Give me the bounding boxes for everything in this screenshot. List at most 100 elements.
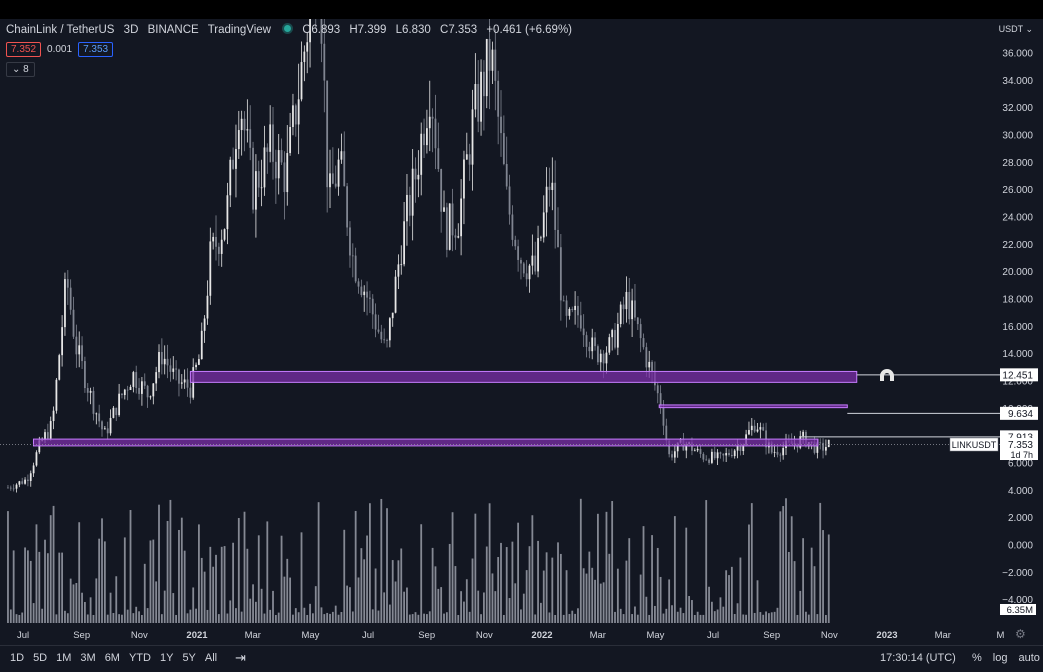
volume-bar <box>286 558 289 623</box>
volume-bar <box>728 575 730 623</box>
range-5y[interactable]: 5Y <box>182 652 196 664</box>
candle-body <box>103 428 106 430</box>
volume-bar <box>300 532 303 623</box>
range-1m[interactable]: 1M <box>56 652 72 664</box>
candle-body <box>708 459 710 463</box>
candle-body <box>505 163 508 187</box>
candle-body <box>58 355 61 380</box>
scale-option-auto[interactable]: auto <box>1018 652 1040 664</box>
gear-icon[interactable]: ⚙ <box>1015 627 1026 641</box>
volume-bar <box>123 537 126 623</box>
candle-body <box>728 453 730 455</box>
candle-body <box>132 372 135 387</box>
symbol-legend: ChainLink / TetherUS 3D BINANCE TradingV… <box>6 24 578 36</box>
range-selector: 1D 5D 1M 3M 6M YTD 1Y 5Y All <box>10 652 226 664</box>
range-1d[interactable]: 1D <box>10 652 25 664</box>
clock-display[interactable]: 17:30:14 (UTC) <box>880 652 956 664</box>
volume-bar <box>89 597 92 623</box>
candle-body <box>84 361 86 389</box>
range-6m[interactable]: 6M <box>104 652 120 664</box>
volume-bar <box>289 577 292 623</box>
candle-body <box>35 452 38 466</box>
candle-body <box>155 372 158 384</box>
buy-button[interactable]: 7.353 <box>78 42 114 57</box>
candle-body <box>816 442 819 453</box>
candle-body <box>369 297 371 299</box>
volume-bar <box>41 608 44 623</box>
candle-body <box>152 383 155 397</box>
volume-bar <box>827 534 830 623</box>
support-zone[interactable] <box>32 438 819 447</box>
volume-bar <box>750 503 753 623</box>
candle-body <box>571 308 574 311</box>
support-zone[interactable] <box>658 404 848 409</box>
volume-bar <box>66 613 69 623</box>
sell-button[interactable]: 7.352 <box>6 42 42 57</box>
volume-bar <box>274 614 277 623</box>
range-5d[interactable]: 5D <box>33 652 48 664</box>
candle-body <box>118 393 121 416</box>
volume-bar <box>813 566 816 623</box>
volume-bar <box>217 614 220 623</box>
range-1y[interactable]: 1Y <box>159 652 174 664</box>
candle-body <box>730 454 733 457</box>
indicators-toggle[interactable]: ⌄ 8 <box>6 62 35 77</box>
symbol-name[interactable]: ChainLink / TetherUS <box>6 24 115 36</box>
y-tick-label: 20.000 <box>1002 267 1033 278</box>
volume-bar <box>463 601 465 623</box>
candle-body <box>440 169 443 212</box>
candle-body <box>186 379 189 388</box>
price-chart[interactable]: 36.000 34.000 32.000 30.000 28.000 26.000 24.0… <box>0 19 1043 645</box>
x-tick-label: Nov <box>821 630 838 641</box>
candle-body <box>280 150 283 163</box>
range-ytd[interactable]: YTD <box>128 652 151 664</box>
candle-body <box>508 186 511 215</box>
volume-bar <box>180 517 183 623</box>
support-zone[interactable] <box>189 370 858 383</box>
candle-body <box>172 368 175 372</box>
volume-bar <box>443 613 445 623</box>
candle-body <box>386 340 388 342</box>
volume-bar <box>448 543 451 623</box>
candle-body <box>391 312 394 319</box>
spread-panel: 7.352 0.001 7.353 <box>6 42 114 57</box>
volume-bar <box>611 501 614 623</box>
candle-body <box>431 116 434 119</box>
candle-body <box>183 379 186 383</box>
candle-body <box>582 328 585 336</box>
currency-label[interactable]: USDT ⌄ <box>999 24 1033 34</box>
volume-bar <box>297 612 300 623</box>
volume-bar <box>7 511 9 623</box>
y-tick-label: 28.000 <box>1002 158 1033 169</box>
calendar-icon[interactable]: ⇥ <box>235 650 246 665</box>
candle-body <box>303 51 306 63</box>
volume-bar <box>497 557 500 623</box>
interval-label[interactable]: 3D <box>123 24 139 36</box>
candle-body <box>756 429 759 432</box>
candle-body <box>673 451 676 458</box>
candle-body <box>371 298 374 315</box>
candle-body <box>115 407 118 416</box>
volume-bar <box>616 568 619 623</box>
volume-bar <box>488 503 491 623</box>
range-3m[interactable]: 3M <box>80 652 96 664</box>
volume-bar <box>522 593 525 623</box>
x-tick-label: Jul <box>707 630 719 641</box>
candle-body <box>426 128 428 146</box>
candle-body <box>614 330 616 348</box>
candle-body <box>226 195 229 230</box>
scale-option-percent[interactable]: % <box>972 652 982 664</box>
candle-body <box>141 381 143 394</box>
volume-bar <box>92 614 95 623</box>
candle-body <box>443 207 445 212</box>
x-tick-label: 2022 <box>531 630 552 641</box>
candle-body <box>662 407 665 426</box>
volume-bar <box>294 608 297 623</box>
last-price-label: 7.353 <box>1008 440 1033 451</box>
volume-bar <box>485 546 488 623</box>
magnet-icon[interactable] <box>880 369 894 381</box>
range-all[interactable]: All <box>204 652 218 664</box>
volume-bar <box>360 548 363 623</box>
scale-option-log[interactable]: log <box>992 652 1008 664</box>
volume-bar <box>160 614 163 623</box>
